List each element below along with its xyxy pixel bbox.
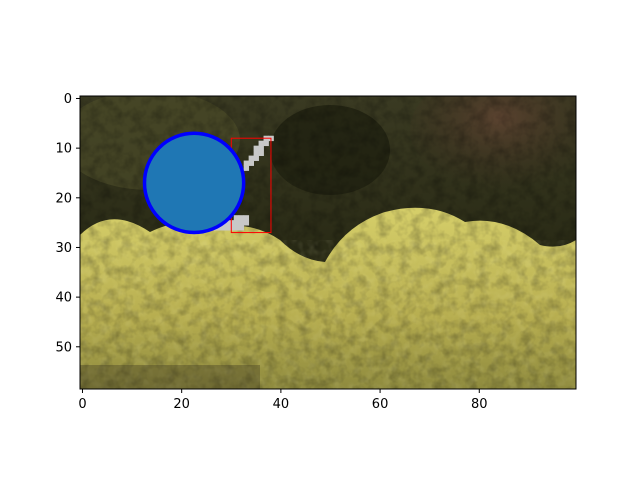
axes-frame [79,95,577,390]
mask-pixel [253,155,259,161]
mask-pixel [258,140,264,147]
x-tick-label: 0 [78,397,86,412]
mask-pixel [223,225,230,231]
mask-pixel [233,220,240,226]
mask-pixel [258,145,264,152]
mask-pixel [253,150,259,156]
mask-pixel [218,225,225,231]
photo-image [80,96,576,389]
mask-pixel [243,220,250,226]
y-tick-label: 40 [55,291,72,306]
x-axis: 0 20 40 60 80 [78,389,488,412]
mask-pixel [233,225,240,231]
y-tick-label: 10 [55,142,72,157]
mask-pixel [248,160,254,166]
x-tick-label: 60 [372,397,389,412]
x-tick-label: 20 [173,397,190,412]
y-tick-label: 50 [55,340,72,355]
x-tick-label: 80 [471,397,488,412]
mask-pixel [238,215,245,221]
y-axis: 0 10 20 30 40 50 [55,92,80,355]
x-tick-label: 40 [273,397,290,412]
y-tick-label: 30 [55,241,72,256]
mask-pixel [253,145,259,152]
mask-pixel [243,215,250,221]
circle-marker [142,131,246,235]
y-tick-label: 20 [55,191,72,206]
mask-pixel [263,140,269,147]
y-tick-label: 0 [64,92,72,107]
mask-pixel [248,155,254,161]
mask-pixel [238,220,245,226]
mask-pixel [238,225,245,231]
mask-pixel [233,215,240,221]
mask-pixel [243,160,250,166]
mask-pixel [243,165,250,171]
mask-pixel [223,220,230,226]
mask-pixel [258,150,264,156]
